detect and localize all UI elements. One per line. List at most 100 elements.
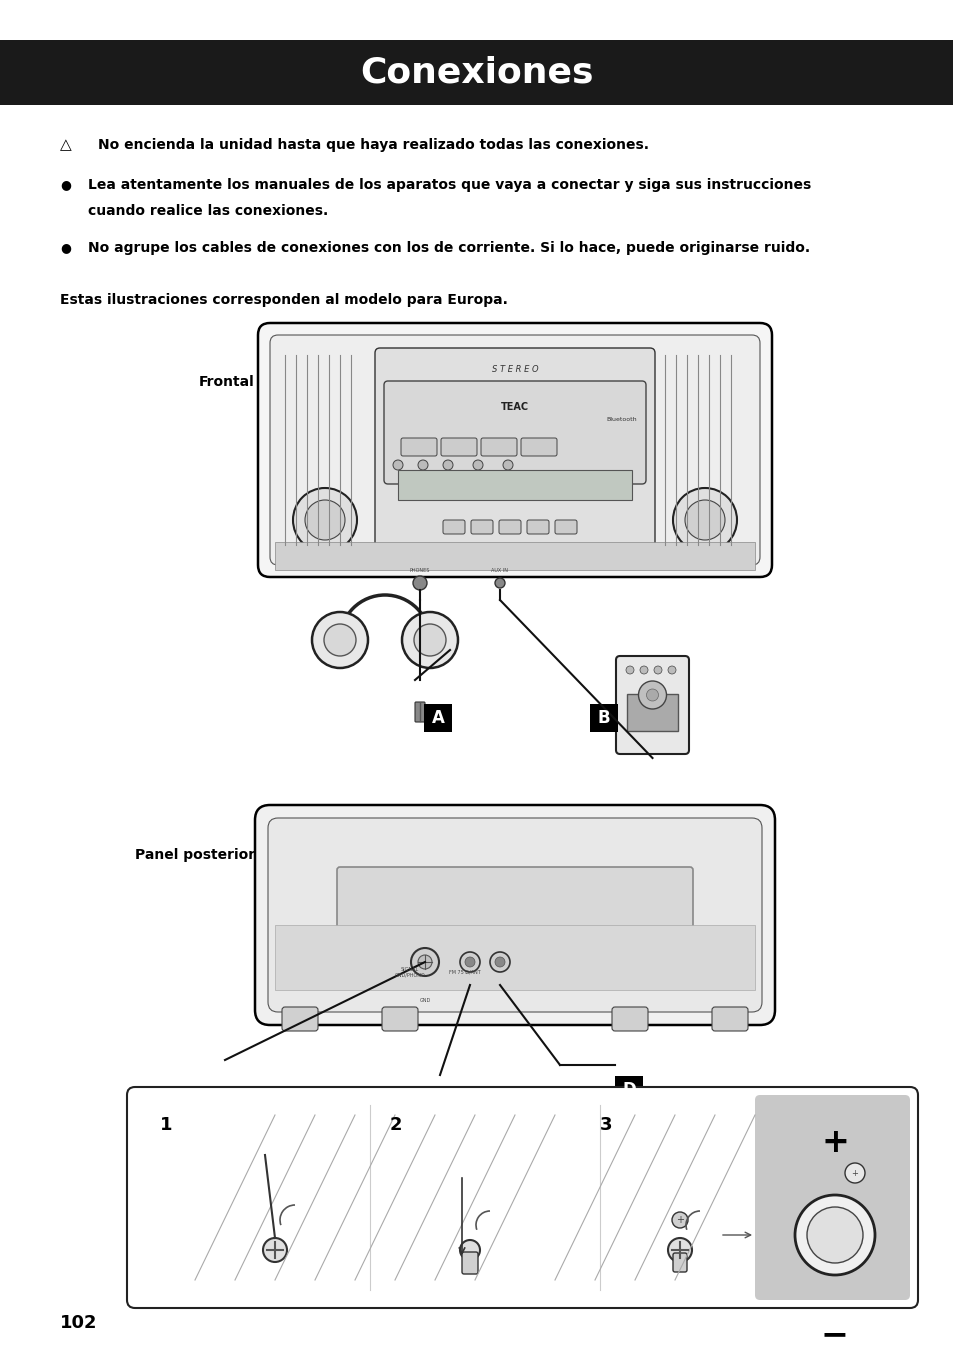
Text: Frontal: Frontal (199, 375, 254, 390)
Circle shape (417, 460, 428, 470)
Text: No encienda la unidad hasta que haya realizado todas las conexiones.: No encienda la unidad hasta que haya rea… (98, 137, 648, 152)
Text: TEAC: TEAC (500, 402, 529, 412)
Circle shape (654, 666, 661, 674)
Circle shape (638, 681, 666, 709)
Text: ●: ● (60, 241, 71, 255)
FancyBboxPatch shape (274, 925, 754, 989)
Circle shape (263, 1237, 287, 1262)
Text: PHONES: PHONES (410, 569, 430, 573)
Circle shape (312, 612, 368, 669)
Text: Conexiones: Conexiones (360, 55, 593, 89)
FancyBboxPatch shape (270, 336, 760, 565)
Text: 1: 1 (160, 1116, 172, 1134)
Circle shape (293, 488, 356, 551)
Text: No agrupe los cables de conexiones con los de corriente. Si lo hace, puede origi: No agrupe los cables de conexiones con l… (88, 241, 809, 255)
Bar (206, 1086, 233, 1113)
Text: Lea atentamente los manuales de los aparatos que vaya a conectar y siga sus inst: Lea atentamente los manuales de los apar… (88, 178, 810, 191)
Circle shape (671, 1212, 687, 1228)
FancyBboxPatch shape (257, 324, 771, 577)
Text: D: D (621, 1081, 636, 1099)
FancyBboxPatch shape (498, 520, 520, 534)
FancyBboxPatch shape (461, 1252, 477, 1274)
FancyBboxPatch shape (268, 818, 761, 1012)
Bar (423, 704, 452, 732)
Circle shape (495, 957, 504, 967)
FancyBboxPatch shape (612, 1007, 647, 1031)
Text: △: △ (60, 137, 71, 152)
Circle shape (401, 612, 457, 669)
FancyBboxPatch shape (415, 702, 424, 723)
Circle shape (684, 500, 724, 541)
FancyBboxPatch shape (442, 520, 464, 534)
Circle shape (490, 952, 510, 972)
Bar (589, 704, 618, 732)
Circle shape (305, 500, 345, 541)
Text: A: A (431, 709, 444, 727)
FancyBboxPatch shape (254, 805, 774, 1024)
FancyBboxPatch shape (336, 867, 692, 953)
FancyBboxPatch shape (520, 438, 557, 456)
Bar (440, 1091, 469, 1119)
FancyBboxPatch shape (381, 1007, 417, 1031)
Circle shape (413, 576, 427, 590)
Text: E: E (214, 1091, 226, 1109)
Text: C: C (449, 1096, 460, 1113)
Text: ●: ● (60, 178, 71, 191)
Bar (0, 40, 953, 105)
Bar (615, 1076, 642, 1104)
Circle shape (464, 957, 475, 967)
Text: −: − (821, 1318, 848, 1348)
Text: Estas ilustraciones corresponden al modelo para Europa.: Estas ilustraciones corresponden al mode… (60, 293, 507, 307)
FancyBboxPatch shape (282, 1007, 317, 1031)
Circle shape (806, 1206, 862, 1263)
Circle shape (625, 666, 634, 674)
Circle shape (844, 1163, 864, 1184)
Text: +: + (851, 1169, 858, 1178)
Text: Panel posterior: Panel posterior (134, 848, 254, 861)
Text: +: + (821, 1127, 848, 1159)
Text: cuando realice las conexiones.: cuando realice las conexiones. (88, 204, 328, 218)
Circle shape (667, 1237, 691, 1262)
Circle shape (442, 460, 453, 470)
Circle shape (794, 1194, 874, 1275)
FancyBboxPatch shape (672, 1254, 686, 1273)
FancyBboxPatch shape (526, 520, 548, 534)
Circle shape (417, 954, 432, 969)
Text: B: B (598, 709, 610, 727)
Text: GND: GND (419, 998, 430, 1003)
Circle shape (646, 689, 658, 701)
FancyBboxPatch shape (626, 694, 678, 731)
Circle shape (495, 578, 504, 588)
Circle shape (324, 624, 355, 656)
FancyBboxPatch shape (397, 470, 631, 500)
FancyBboxPatch shape (555, 520, 577, 534)
Text: 2: 2 (390, 1116, 402, 1134)
FancyBboxPatch shape (384, 381, 645, 484)
Text: FM 75 Ω/ANT: FM 75 Ω/ANT (449, 969, 480, 975)
FancyBboxPatch shape (440, 438, 476, 456)
Text: SIGNAL
GND/PHONO: SIGNAL GND/PHONO (395, 967, 425, 977)
FancyBboxPatch shape (480, 438, 517, 456)
Circle shape (459, 952, 479, 972)
Circle shape (672, 488, 737, 551)
Circle shape (502, 460, 513, 470)
Text: +: + (676, 1215, 683, 1225)
Text: Bluetooth: Bluetooth (606, 418, 637, 422)
Circle shape (414, 624, 446, 656)
FancyBboxPatch shape (127, 1086, 917, 1308)
Circle shape (667, 666, 676, 674)
Circle shape (459, 1240, 479, 1260)
Circle shape (639, 666, 647, 674)
FancyBboxPatch shape (375, 348, 655, 551)
Text: S T E R E O: S T E R E O (491, 365, 537, 375)
FancyBboxPatch shape (754, 1095, 909, 1299)
FancyBboxPatch shape (471, 520, 493, 534)
FancyBboxPatch shape (711, 1007, 747, 1031)
Text: AUX IN: AUX IN (491, 569, 508, 573)
FancyBboxPatch shape (616, 656, 688, 754)
Circle shape (393, 460, 402, 470)
Circle shape (473, 460, 482, 470)
FancyBboxPatch shape (274, 542, 754, 570)
Circle shape (411, 948, 438, 976)
Text: 3: 3 (599, 1116, 612, 1134)
